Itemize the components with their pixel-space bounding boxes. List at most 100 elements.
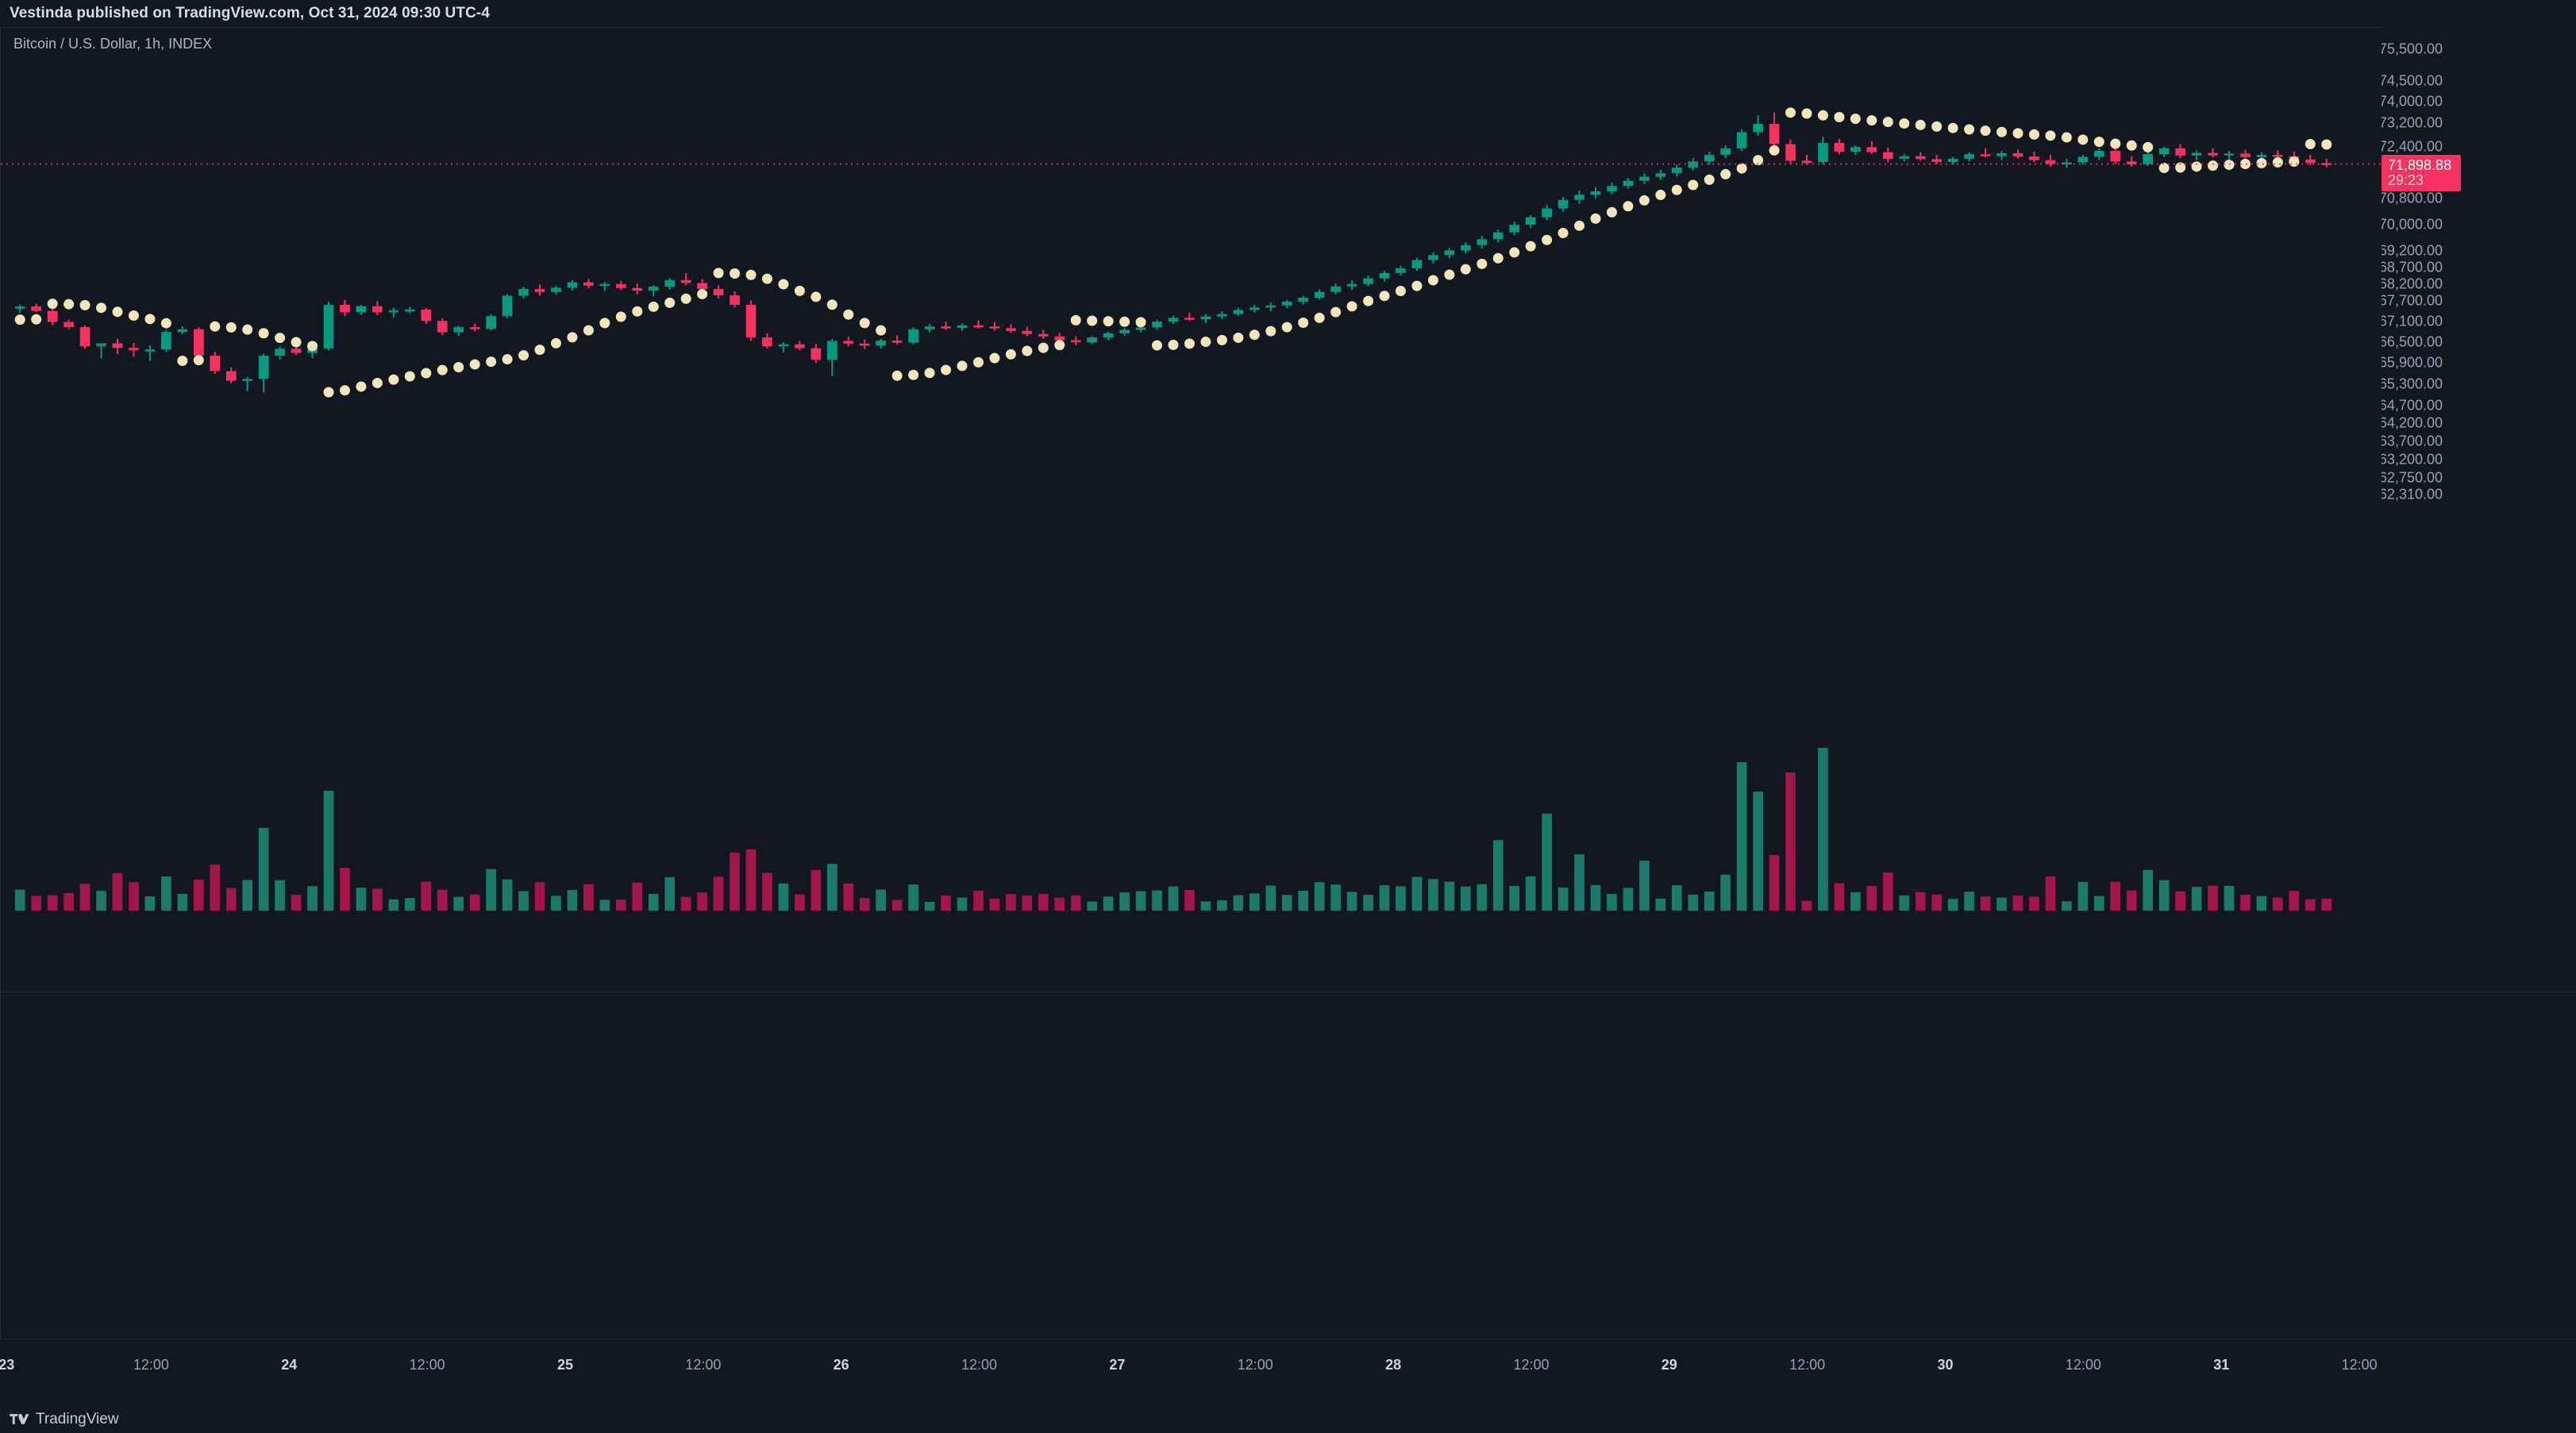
volume-bar	[421, 881, 432, 911]
parabolic-sar-dot	[713, 268, 724, 279]
candlestick	[957, 322, 968, 331]
candlestick	[225, 367, 237, 383]
candlestick	[2029, 151, 2039, 163]
parabolic-sar-dot	[1460, 264, 1471, 275]
candlestick	[486, 314, 496, 331]
parabolic-sar-dot	[811, 291, 822, 302]
volume-bar	[1363, 895, 1373, 911]
parabolic-sar-dot	[1996, 126, 2008, 137]
parabolic-sar-dot	[128, 310, 139, 321]
parabolic-sar-dot	[664, 297, 676, 308]
parabolic-sar-dot	[859, 318, 870, 329]
parabolic-sar-dot	[1671, 184, 1682, 195]
volume-bar	[551, 896, 561, 911]
parabolic-sar-dot	[388, 374, 399, 385]
volume-bar	[567, 890, 578, 911]
parabolic-sar-dot	[96, 302, 107, 314]
parabolic-sar-dot	[1834, 111, 1845, 122]
parabolic-sar-dot	[14, 314, 25, 326]
parabolic-sar-dot	[160, 318, 171, 329]
candlestick	[1168, 315, 1179, 325]
candlestick	[2045, 155, 2056, 167]
price-axis[interactable]: 75,500.00 74,500.00 74,000.00 73,200.00 72,4…	[2382, 27, 2576, 992]
parabolic-sar-dot	[1801, 108, 1812, 119]
volume-bar	[1542, 813, 1552, 911]
volume-bar	[161, 876, 171, 911]
parabolic-sar-dot	[2143, 141, 2154, 152]
volume-bar	[941, 895, 951, 911]
parabolic-sar-dot	[1558, 227, 1569, 238]
volume-bar	[1639, 860, 1650, 911]
candlestick	[2175, 144, 2185, 159]
candlestick	[1460, 242, 1471, 254]
candlestick	[2158, 146, 2170, 157]
price-axis-label: 66,500.00	[2382, 333, 2443, 350]
volume-bar	[1834, 883, 1845, 911]
volume-bar	[1655, 898, 1666, 911]
parabolic-sar-dot	[2239, 159, 2251, 170]
volume-bar	[2240, 894, 2251, 911]
parabolic-sar-dot	[599, 318, 610, 329]
candlestick	[551, 285, 561, 295]
volume-bar	[356, 888, 367, 911]
parabolic-sar-dot	[826, 299, 837, 310]
volume-bar	[1590, 884, 1601, 911]
candlestick	[2012, 149, 2023, 159]
price-axis-label: 63,200.00	[2382, 451, 2443, 468]
volume-bar	[534, 882, 545, 911]
candlestick	[404, 306, 415, 314]
time-axis[interactable]: 23 12:00 24 12:00 25 12:00 26 12:00 27 12:00 28 12:…	[0, 1339, 2576, 1406]
volume-bar	[2208, 885, 2218, 911]
volume-bar	[1233, 895, 1244, 911]
rsi-pane[interactable]	[0, 992, 2382, 1339]
volume-bar	[1444, 881, 1455, 911]
parabolic-sar-dot	[941, 364, 952, 376]
candlestick	[843, 337, 854, 347]
rsi-axis[interactable]: 100.0080.0060.0040.0020.00	[2382, 992, 2576, 1339]
candlestick	[1087, 336, 1098, 345]
volume-bar	[957, 897, 968, 911]
parabolic-sar-dot	[1769, 144, 1780, 156]
parabolic-sar-dot	[2077, 134, 2089, 145]
parabolic-sar-dot	[356, 381, 367, 392]
parabolic-sar-dot	[908, 369, 919, 380]
price-axis-label: 69,200.00	[2382, 242, 2443, 259]
candlestick	[421, 307, 432, 325]
volume-bar	[1265, 885, 1276, 911]
volume-bar	[599, 899, 610, 911]
price-axis-label: 63,700.00	[2382, 433, 2443, 449]
parabolic-sar-dot	[1964, 124, 1975, 135]
parabolic-sar-dot	[1087, 315, 1098, 326]
volume-bar	[2029, 896, 2039, 911]
parabolic-sar-dot	[1509, 247, 1520, 258]
parabolic-sar-dot	[2175, 162, 2186, 173]
tradingview-footer-logo[interactable]: TradingView	[10, 1405, 119, 1433]
parabolic-sar-dot	[924, 368, 935, 379]
attribution-bar: Vestinda published on TradingView.com, O…	[0, 0, 2576, 27]
volume-bar	[1801, 900, 1812, 911]
tradingview-logo-icon	[10, 1412, 30, 1426]
parabolic-sar-dot	[1590, 213, 1601, 224]
parabolic-sar-dot	[972, 356, 984, 368]
candlestick	[583, 279, 594, 289]
candlestick	[96, 343, 106, 359]
last-price-tag[interactable]: 71,898.88 29:23	[2382, 155, 2461, 191]
candlestick	[811, 343, 822, 364]
parabolic-sar-dot	[1736, 163, 1747, 174]
candlestick	[1525, 214, 1536, 228]
volume-bar	[795, 894, 805, 911]
volume-bar	[225, 888, 237, 911]
candlestick	[47, 307, 58, 326]
price-pane[interactable]: Bitcoin / U.S. Dollar, 1h, INDEX	[0, 27, 2382, 992]
candlestick	[356, 304, 367, 315]
parabolic-sar-dot	[2126, 140, 2137, 151]
volume-bar	[2045, 876, 2056, 911]
candlestick	[2321, 159, 2332, 168]
candlestick	[469, 323, 480, 332]
volume-bar	[1818, 748, 1828, 911]
candlestick	[2143, 151, 2154, 167]
volume-bar	[502, 879, 513, 911]
volume-bar	[648, 893, 659, 911]
candlestick	[161, 329, 171, 352]
volume-bar	[1769, 854, 1780, 911]
